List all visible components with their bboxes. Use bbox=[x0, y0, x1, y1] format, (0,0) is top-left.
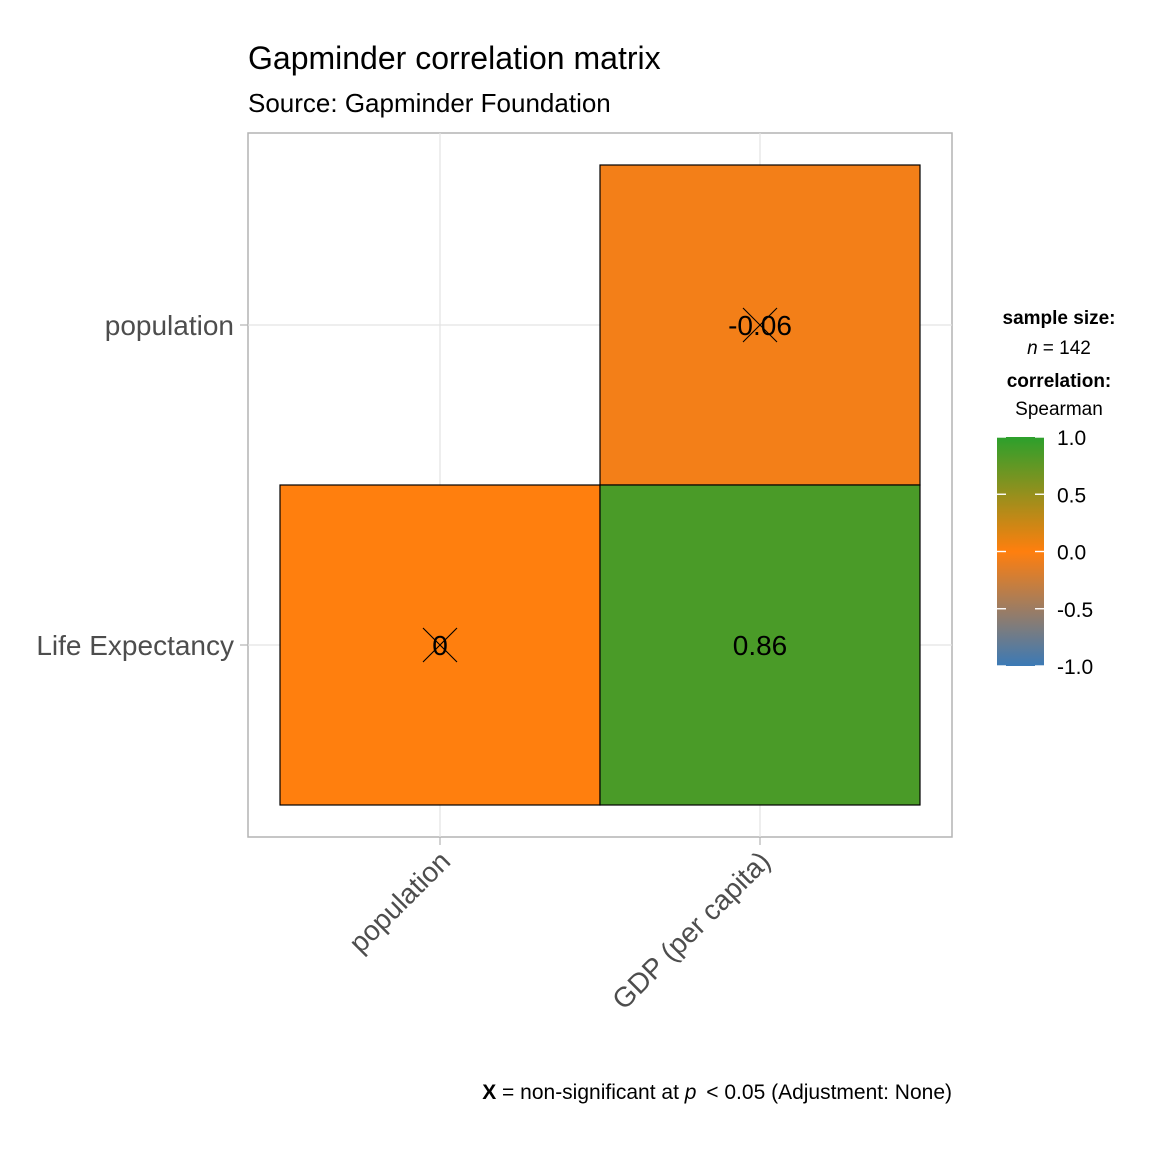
y-axis: population Life Expectancy bbox=[36, 310, 248, 661]
legend-tick-label: 0.0 bbox=[1057, 542, 1086, 565]
y-tick-label: Life Expectancy bbox=[36, 630, 234, 661]
cells-layer: -0.0600.86 bbox=[279, 164, 921, 806]
legend-sample-size: n = 142 bbox=[1027, 338, 1091, 359]
x-tick-label: GDP (per capita) bbox=[606, 845, 776, 1015]
caption-p-symbol: p bbox=[684, 1081, 697, 1104]
legend-sample-size-title: sample size: bbox=[1003, 308, 1116, 329]
legend-tick-label: -0.5 bbox=[1057, 599, 1093, 622]
heatmap-cell bbox=[599, 484, 921, 806]
y-tick-label: population bbox=[105, 310, 234, 341]
caption-text-after: < 0.05 (Adjustment: None) bbox=[700, 1081, 952, 1104]
legend-n-symbol: n bbox=[1027, 338, 1038, 359]
cell-value-label: 0.86 bbox=[733, 630, 788, 661]
non-significant-cross bbox=[422, 627, 458, 663]
plot-panel: -0.0600.86 bbox=[247, 132, 953, 838]
legend-correlation-title: correlation: bbox=[1007, 371, 1112, 392]
legend-ticks: 1.0 0.5 0.0 -0.5 -1.0 bbox=[997, 427, 1093, 679]
legend-correlation-method: Spearman bbox=[1015, 399, 1103, 420]
x-axis: population GDP (per capita) bbox=[343, 837, 776, 1015]
chart-subtitle: Source: Gapminder Foundation bbox=[248, 88, 611, 118]
caption-text-before: = non-significant at bbox=[496, 1081, 685, 1104]
non-significant-cross bbox=[742, 307, 778, 343]
legend: sample size: n = 142 correlation: Spearma… bbox=[997, 308, 1116, 679]
legend-n-value: = 142 bbox=[1043, 338, 1091, 359]
x-tick-label: population bbox=[343, 845, 456, 958]
legend-tick-label: 1.0 bbox=[1057, 427, 1086, 450]
legend-tick-label: -1.0 bbox=[1057, 656, 1093, 679]
chart-title: Gapminder correlation matrix bbox=[248, 40, 661, 76]
chart-caption: X = non-significant at p < 0.05 (Adjustm… bbox=[482, 1081, 952, 1104]
caption-symbol: X bbox=[482, 1081, 496, 1104]
legend-tick-label: 0.5 bbox=[1057, 484, 1086, 507]
